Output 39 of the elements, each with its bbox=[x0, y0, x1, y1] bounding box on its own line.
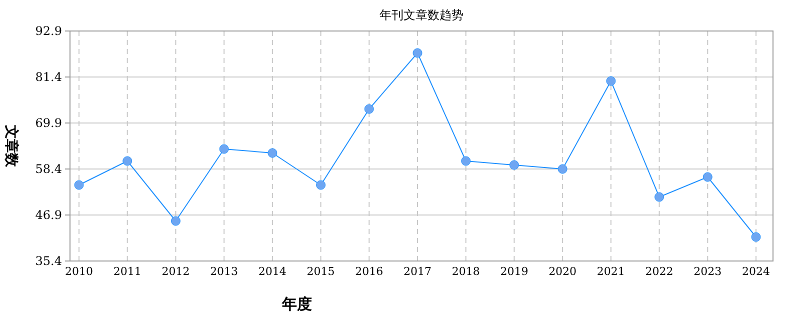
x-tick-label: 2019 bbox=[500, 265, 528, 278]
chart-title: 年刊文章数趋势 bbox=[380, 8, 464, 22]
x-tick-label: 2016 bbox=[355, 265, 384, 278]
x-tick-label: 2015 bbox=[306, 265, 335, 278]
x-tick-label: 2014 bbox=[258, 265, 286, 278]
point bbox=[751, 232, 761, 242]
point bbox=[606, 76, 616, 86]
y-tick-label: 35.4 bbox=[35, 254, 62, 268]
point bbox=[122, 156, 132, 166]
point bbox=[654, 192, 664, 202]
point bbox=[509, 160, 519, 170]
y-tick-label: 81.4 bbox=[35, 70, 62, 84]
x-axis-title: 年度 bbox=[281, 295, 312, 313]
y-tick-label: 92.9 bbox=[35, 24, 62, 38]
x-tick-label: 2021 bbox=[596, 265, 625, 278]
point bbox=[316, 180, 326, 190]
point bbox=[412, 48, 422, 58]
point bbox=[74, 180, 84, 190]
y-axis-title: 文章数 bbox=[3, 124, 20, 168]
x-tick-label: 2024 bbox=[742, 265, 770, 278]
y-tick-label: 46.9 bbox=[35, 208, 62, 222]
point bbox=[170, 216, 180, 226]
point bbox=[219, 144, 229, 154]
point bbox=[702, 172, 712, 182]
x-tick-label: 2010 bbox=[65, 265, 93, 278]
point bbox=[268, 148, 278, 158]
x-tick-label: 2023 bbox=[694, 265, 722, 278]
point bbox=[461, 156, 471, 166]
x-tick-label: 2011 bbox=[113, 265, 142, 278]
x-tick-label: 2020 bbox=[548, 265, 577, 278]
point bbox=[558, 164, 568, 174]
point bbox=[364, 104, 374, 114]
y-tick-label: 69.9 bbox=[35, 116, 62, 130]
x-tick-label: 2022 bbox=[645, 265, 674, 278]
x-tick-label: 2013 bbox=[210, 265, 238, 278]
x-tick-label: 2017 bbox=[404, 265, 432, 278]
y-tick-label: 58.4 bbox=[35, 162, 62, 176]
x-tick-label: 2012 bbox=[162, 265, 190, 278]
x-tick-label: 2018 bbox=[452, 265, 480, 278]
